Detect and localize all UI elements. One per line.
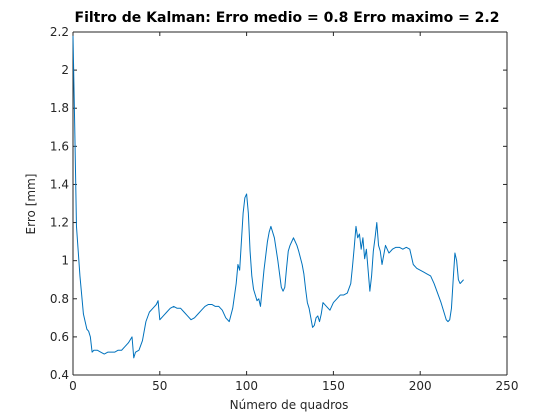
x-tick-label: 0 bbox=[69, 379, 77, 393]
y-tick-label: 1.4 bbox=[50, 177, 69, 191]
y-tick-label: 1.2 bbox=[50, 216, 69, 230]
chart-title: Filtro de Kalman: Erro medio = 0.8 Erro … bbox=[75, 10, 500, 26]
ticks: 0 50 100 150 200 250 0.4 0.6 0.8 1 1.2 1.4 1.6 1.8 2 2.… bbox=[50, 25, 519, 393]
y-tick-label: 1 bbox=[61, 254, 69, 268]
y-tick-label: 1.8 bbox=[50, 101, 69, 115]
plot-area bbox=[73, 32, 507, 375]
series-layer bbox=[72, 35, 464, 359]
y-tick-label: 2.2 bbox=[50, 25, 69, 39]
x-tick-label: 50 bbox=[152, 379, 167, 393]
y-axis-label: Erro [mm] bbox=[24, 174, 38, 235]
x-tick-label: 250 bbox=[496, 379, 519, 393]
axes bbox=[72, 31, 508, 376]
y-tick-label: 0.8 bbox=[50, 292, 69, 306]
y-tick-label: 2 bbox=[61, 63, 69, 77]
x-tick-label: 150 bbox=[322, 379, 345, 393]
x-tick-label: 200 bbox=[409, 379, 432, 393]
y-tick-label: 1.6 bbox=[50, 139, 69, 153]
x-tick-label: 100 bbox=[235, 379, 258, 393]
x-axis-label: Número de quadros bbox=[230, 398, 349, 412]
y-tick-label: 0.6 bbox=[50, 330, 69, 344]
series-line bbox=[72, 35, 464, 359]
y-tick-label: 0.4 bbox=[50, 368, 69, 382]
